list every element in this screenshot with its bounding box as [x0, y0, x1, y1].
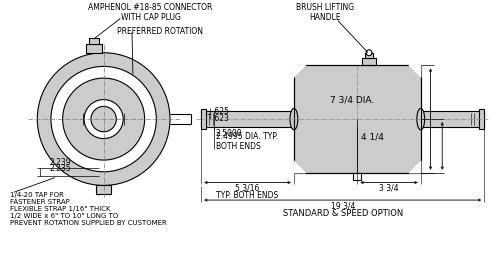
- Text: BRUSH LIFTING
HANDLE: BRUSH LIFTING HANDLE: [296, 3, 354, 22]
- Polygon shape: [409, 66, 420, 77]
- Text: .623: .623: [212, 114, 229, 123]
- Ellipse shape: [417, 108, 424, 130]
- Text: TYP. BOTH ENDS: TYP. BOTH ENDS: [216, 191, 278, 200]
- Text: STANDARD & SPEED OPTION: STANDARD & SPEED OPTION: [282, 209, 403, 218]
- Ellipse shape: [290, 108, 298, 130]
- Bar: [362, 58, 376, 66]
- Circle shape: [84, 100, 123, 139]
- Bar: [294, 66, 420, 173]
- Polygon shape: [294, 66, 306, 77]
- Bar: [365, 53, 373, 58]
- Bar: [420, 111, 484, 127]
- Circle shape: [38, 53, 170, 185]
- Text: 3 3/4: 3 3/4: [379, 184, 399, 193]
- Bar: [89, 38, 99, 44]
- Polygon shape: [294, 161, 306, 173]
- Circle shape: [51, 66, 156, 172]
- Text: 2.4995 DIA. TYP.
BOTH ENDS: 2.4995 DIA. TYP. BOTH ENDS: [216, 132, 278, 151]
- Bar: [201, 111, 294, 127]
- Text: PREFERRED ROTATION: PREFERRED ROTATION: [117, 27, 203, 36]
- Circle shape: [91, 106, 116, 132]
- Text: 2.239: 2.239: [50, 158, 72, 166]
- Circle shape: [366, 50, 372, 56]
- Bar: [201, 109, 206, 129]
- Bar: [354, 173, 361, 180]
- Polygon shape: [409, 161, 420, 173]
- Text: .625: .625: [212, 107, 229, 116]
- Text: 2.5000: 2.5000: [216, 129, 242, 138]
- Text: 7 3/4 DIA.: 7 3/4 DIA.: [330, 95, 374, 104]
- Circle shape: [62, 78, 144, 160]
- Text: 2.235: 2.235: [50, 164, 72, 173]
- Text: 1/4-20 TAP FOR
FASTENER STRAP
FLEXIBLE STRAP 1/16" THICK
1/2 WIDE x 6" TO 10" LO: 1/4-20 TAP FOR FASTENER STRAP FLEXIBLE S…: [10, 192, 166, 226]
- Bar: [96, 185, 112, 194]
- Text: 19 3/4: 19 3/4: [330, 202, 355, 210]
- Text: 4 1/4: 4 1/4: [360, 132, 384, 141]
- Bar: [86, 44, 102, 53]
- Bar: [480, 109, 484, 129]
- Text: AMPHENOL #18-85 CONNECTOR
WITH CAP PLUG: AMPHENOL #18-85 CONNECTOR WITH CAP PLUG: [88, 3, 212, 22]
- Text: 5 3/16: 5 3/16: [236, 184, 260, 193]
